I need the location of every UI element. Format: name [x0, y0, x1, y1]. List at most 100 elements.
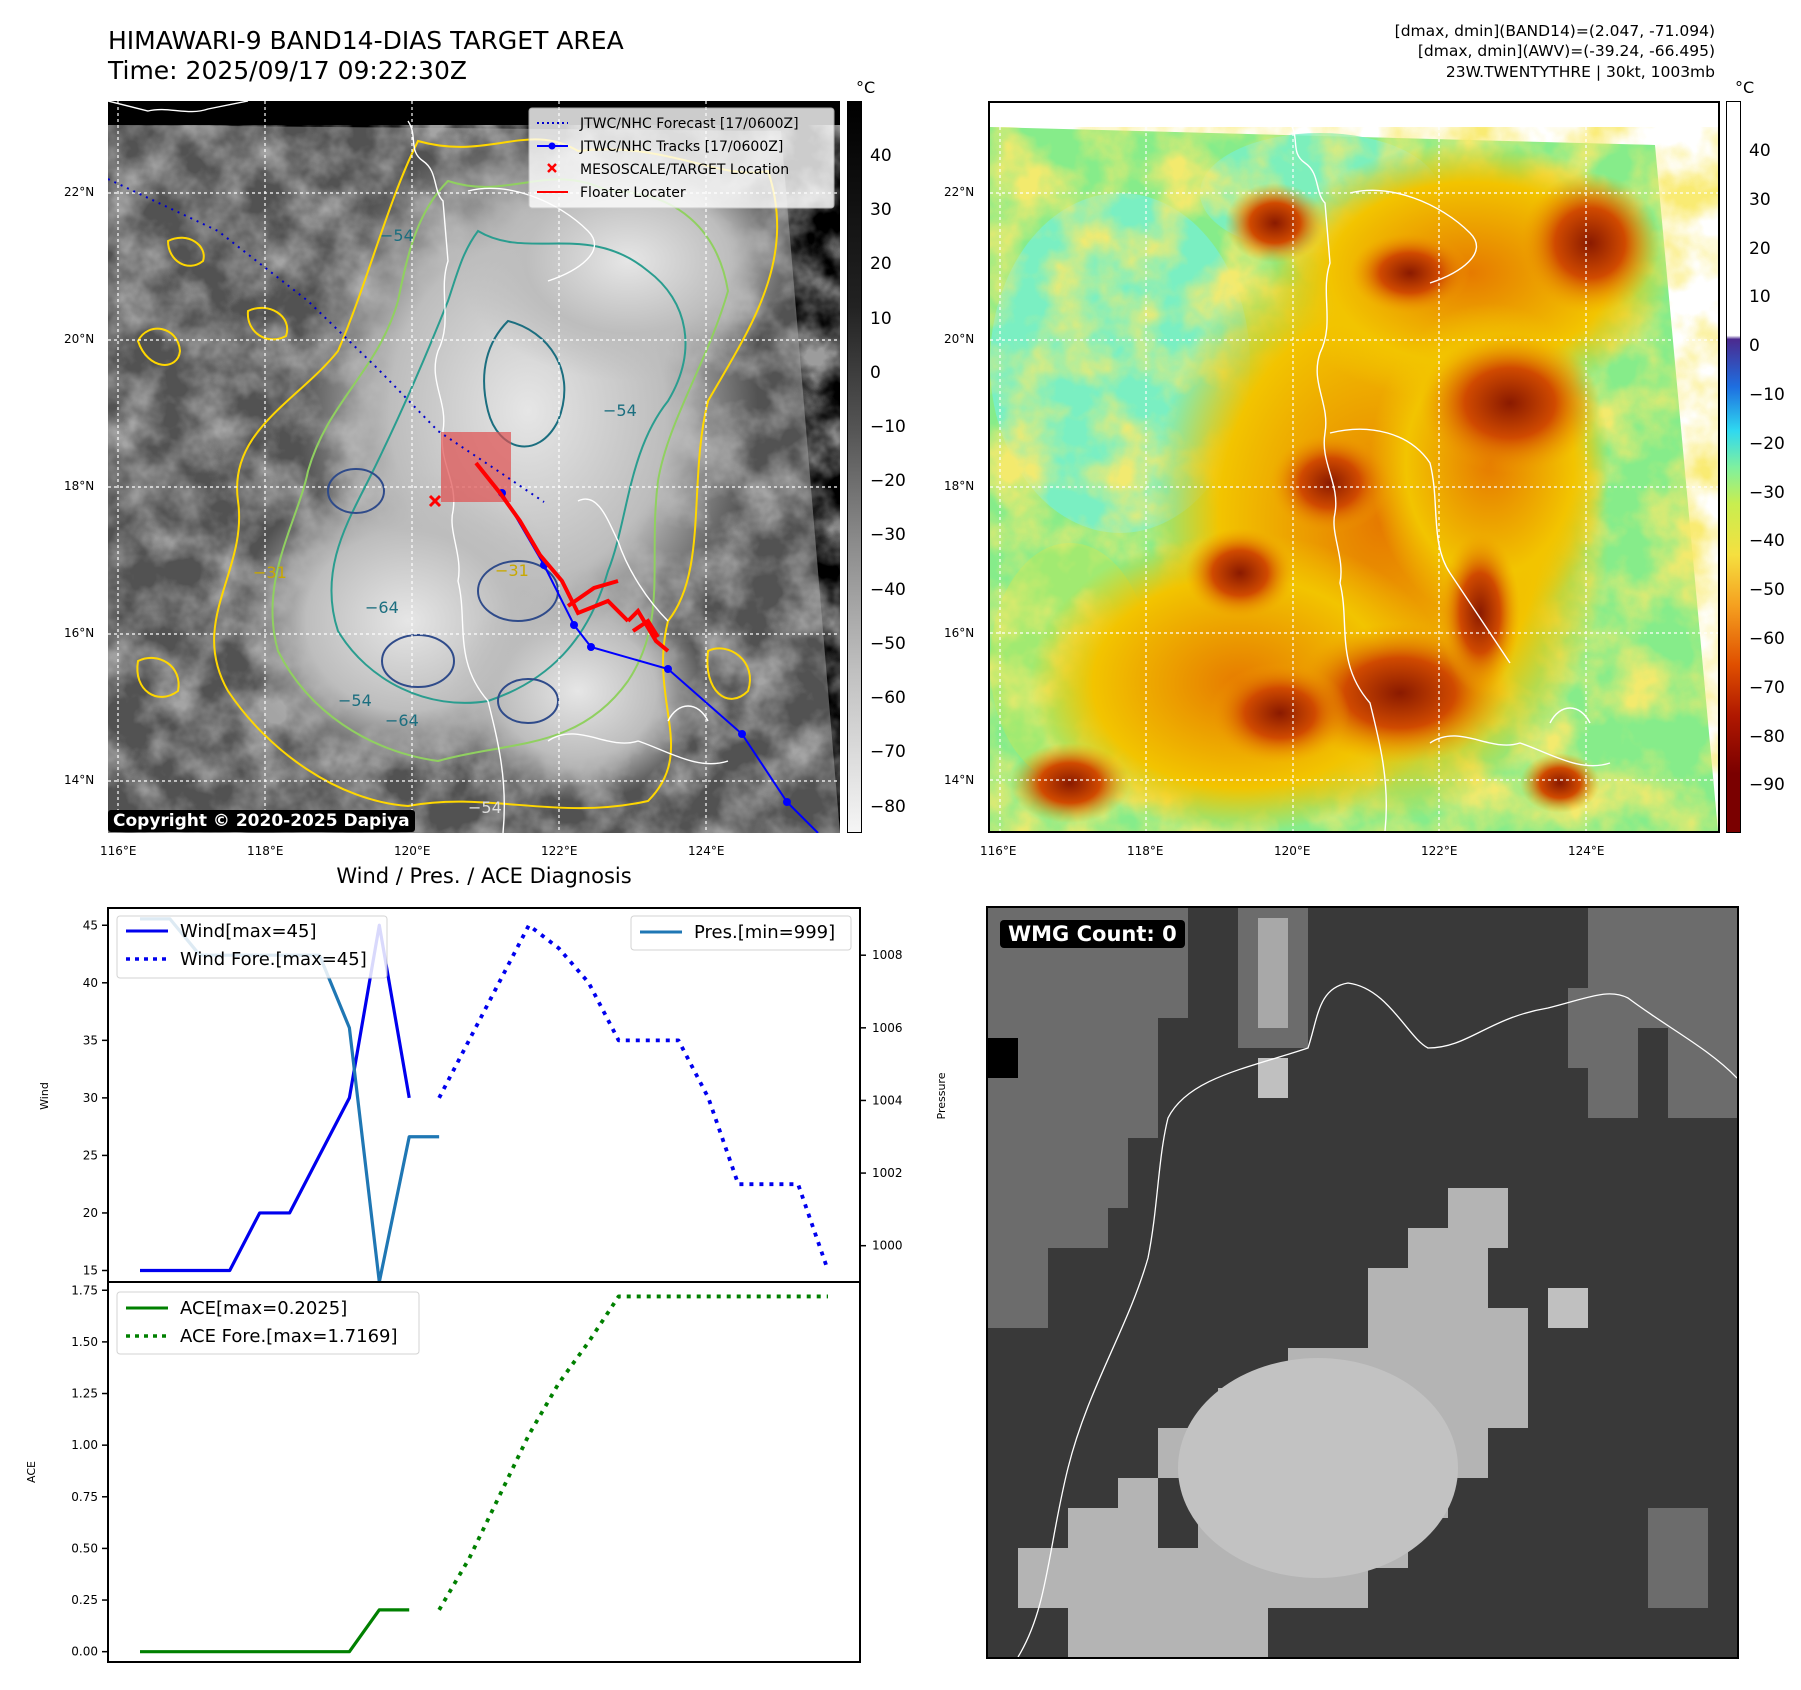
copyright-badge: Copyright © 2020-2025 Dapiya: [108, 810, 415, 832]
map-gridlines: [108, 101, 840, 833]
colorbar-left: [847, 101, 862, 833]
legend-ace: ACE[max=0.2025]: [180, 1298, 347, 1319]
cb-tick: 10: [870, 309, 892, 329]
map-legend: JTWC/NHC Forecast [17/0600Z] JTWC/NHC Tr…: [528, 107, 835, 209]
legend-tracks: JTWC/NHC Tracks [17/0600Z]: [579, 139, 783, 155]
ace-chart: 0.00 0.25 0.50 0.75 1.00 1.25 1.50 1.75 ACE ACE…: [0, 1280, 960, 1670]
colorbar-right-unit: °C: [1735, 78, 1755, 97]
cb-tick: 20: [1749, 239, 1771, 259]
legend-pressure: Pres.[min=999]: [694, 922, 835, 943]
figure-time: Time: 2025/09/17 09:22:30Z: [108, 56, 467, 85]
legend-target: MESOSCALE/TARGET Location: [580, 162, 789, 178]
ir-map-panel: −54 −54 −64 −54 −64 −54 −31 −31: [107, 100, 840, 834]
lat-tick: 16°N: [64, 626, 95, 640]
wv-gridlines: [990, 103, 1718, 831]
lat-tick: 22°N: [64, 185, 95, 199]
contour-label: −64: [365, 598, 399, 617]
legend-wind: Wind[max=45]: [180, 921, 317, 942]
wind-tick-label: 30: [83, 1091, 98, 1105]
cb-tick: 0: [870, 363, 881, 383]
cb-tick: 10: [1749, 287, 1771, 307]
contour-labels: −54 −54 −64 −54 −64 −54 −31 −31: [253, 226, 637, 817]
lon-tick: 124°E: [688, 844, 725, 858]
cb-tick: −10: [870, 417, 906, 437]
contour-label: −54: [603, 401, 637, 420]
colorbar-right-ticks: 40 30 20 10 0 −10 −20 −30 −40 −50 −60 −7…: [1741, 101, 1801, 833]
wind-pressure-svg: 15 20 25 30 35 40 45 1000 1002 1004 1006 1008 Wind…: [38, 907, 948, 1284]
lon-tick: 124°E: [1568, 844, 1605, 858]
wind-tick-label: 40: [83, 976, 98, 990]
info-line-1: [dmax, dmin](BAND14)=(2.047, -71.094): [1394, 22, 1715, 40]
cb-tick: −30: [1749, 483, 1785, 503]
forecast-track: [107, 178, 545, 503]
pressure-tick-label: 1008: [872, 948, 903, 962]
wv-map: [990, 103, 1718, 833]
legend-wind-forecast: Wind Fore.[max=45]: [180, 949, 367, 970]
lon-tick: 120°E: [394, 844, 431, 858]
ace-tick-label: 0.25: [71, 1593, 98, 1607]
colorbar-left-unit: °C: [856, 78, 876, 97]
cb-tick: −80: [1749, 727, 1785, 747]
ace-ylabel: ACE: [25, 1461, 38, 1483]
ace-tick-label: 1.75: [71, 1283, 98, 1297]
contour-label: −64: [385, 711, 419, 730]
ace-legend: ACE[max=0.2025] ACE Fore.[max=1.7169]: [116, 1291, 420, 1355]
ace-line: [140, 1608, 410, 1654]
cb-tick: −70: [870, 742, 906, 762]
contour-label: −31: [495, 561, 529, 580]
lon-tick: 116°E: [100, 844, 137, 858]
cb-tick: 40: [1749, 141, 1771, 161]
ace-tick-label: 1.00: [71, 1438, 98, 1452]
contour-label: −54: [468, 798, 502, 817]
pressure-tick-label: 1000: [872, 1239, 903, 1253]
cb-tick: −80: [870, 797, 906, 817]
wind-pressure-chart: 15 20 25 30 35 40 45 1000 1002 1004 1006 1008 Wind…: [0, 900, 960, 1290]
cb-tick: −40: [870, 580, 906, 600]
cb-tick: −20: [870, 471, 906, 491]
ace-tick-label: 0.50: [71, 1541, 98, 1555]
figure-title: HIMAWARI-9 BAND14-DIAS TARGET AREA: [108, 26, 624, 55]
lon-tick: 116°E: [980, 844, 1017, 858]
ace-tick-label: 0.00: [71, 1645, 98, 1659]
wmg-image: [988, 908, 1737, 1657]
cb-tick: 30: [870, 200, 892, 220]
wind-line: [140, 923, 411, 1273]
info-line-3: 23W.TWENTYTHRE | 30kt, 1003mb: [1445, 63, 1715, 81]
contour-label: −54: [380, 226, 414, 245]
cb-tick: −50: [870, 634, 906, 654]
ace-tick-label: 1.50: [71, 1335, 98, 1349]
lon-tick: 122°E: [541, 844, 578, 858]
target-marker-icon: [428, 494, 442, 508]
pressure-tick-label: 1002: [872, 1166, 903, 1180]
wind-tick-label: 25: [83, 1148, 98, 1162]
cb-tick: −60: [870, 688, 906, 708]
wind-tick-label: 20: [83, 1206, 98, 1220]
lat-tick: 16°N: [944, 626, 975, 640]
wind-forecast-line: [437, 923, 830, 1272]
diagnosis-title: Wind / Pres. / ACE Diagnosis: [336, 864, 632, 888]
cb-tick: −30: [870, 525, 906, 545]
cb-tick: 40: [870, 146, 892, 166]
lat-tick: 18°N: [944, 479, 975, 493]
legend-floater: Floater Locater: [580, 185, 686, 201]
cb-tick: 0: [1749, 336, 1760, 356]
lat-tick: 20°N: [944, 332, 975, 346]
wmg-count-badge: WMG Count: 0: [1000, 920, 1185, 948]
cb-tick: −70: [1749, 678, 1785, 698]
ace-svg: 0.00 0.25 0.50 0.75 1.00 1.25 1.50 1.75 ACE ACE…: [25, 1281, 861, 1663]
ir-map: −54 −54 −64 −54 −64 −54 −31 −31: [107, 100, 840, 834]
cb-tick: −60: [1749, 629, 1785, 649]
cb-tick: 20: [870, 254, 892, 274]
ace-tick-label: 1.25: [71, 1387, 98, 1401]
contour-label: −31: [253, 563, 287, 582]
floater-locater: [474, 461, 670, 653]
lon-tick: 120°E: [1274, 844, 1311, 858]
wind-tick-label: 15: [83, 1263, 98, 1277]
lon-tick: 122°E: [1421, 844, 1458, 858]
cb-tick: −40: [1749, 531, 1785, 551]
cb-tick: −20: [1749, 434, 1785, 454]
pressure-ylabel: Pressure: [935, 1072, 948, 1119]
contour-label: −54: [338, 691, 372, 710]
wind-legend: Wind[max=45] Wind Fore.[max=45]: [116, 915, 388, 979]
wv-map-panel: [988, 101, 1720, 833]
